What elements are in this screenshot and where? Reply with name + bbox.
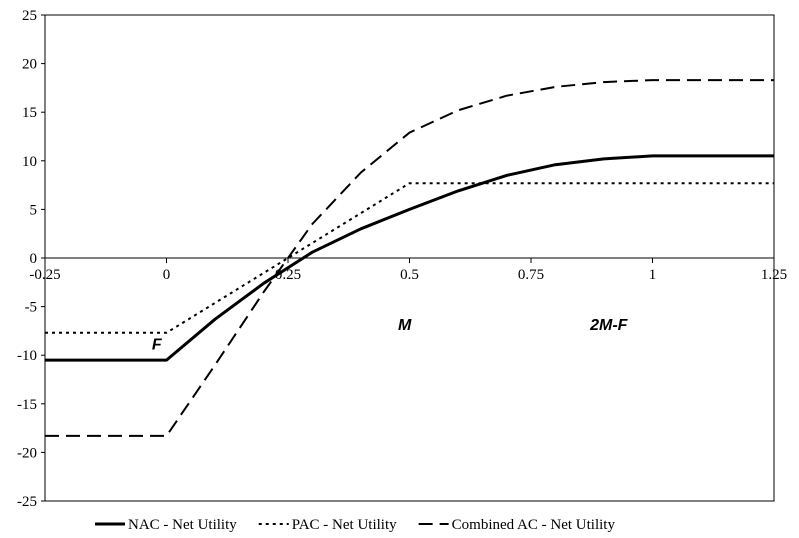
y-tick-label: 25 bbox=[22, 8, 37, 24]
y-tick-label: 0 bbox=[30, 251, 38, 267]
y-tick-label: 15 bbox=[22, 105, 37, 121]
y-tick-label: -20 bbox=[17, 445, 37, 461]
x-tick-label: 1.25 bbox=[761, 267, 787, 283]
x-tick-label: -0.25 bbox=[29, 267, 60, 283]
y-tick-label: 10 bbox=[22, 154, 37, 170]
y-tick-label: -25 bbox=[17, 494, 37, 510]
x-tick-label: 0 bbox=[163, 267, 171, 283]
annotation-2: M bbox=[398, 317, 412, 334]
x-tick-label: 1 bbox=[649, 267, 657, 283]
legend-label-2: PAC - Net Utility bbox=[292, 517, 397, 533]
x-tick-label: 0.5 bbox=[400, 267, 419, 283]
y-tick-label: -10 bbox=[17, 348, 37, 364]
series-line-2 bbox=[45, 182, 774, 334]
y-tick-label: 5 bbox=[30, 202, 38, 218]
y-tick-label: -15 bbox=[17, 397, 37, 413]
legend-label-3: Combined AC - Net Utility bbox=[452, 517, 616, 533]
annotation-1: F bbox=[152, 336, 163, 353]
x-tick-label: 0.75 bbox=[518, 267, 544, 283]
annotation-3: 2M-F bbox=[589, 317, 629, 334]
y-tick-label: -5 bbox=[25, 300, 38, 316]
series-line-3 bbox=[45, 79, 774, 437]
y-tick-label: 20 bbox=[22, 57, 37, 73]
legend-label-1: NAC - Net Utility bbox=[128, 517, 237, 533]
series-line-1 bbox=[45, 154, 774, 362]
